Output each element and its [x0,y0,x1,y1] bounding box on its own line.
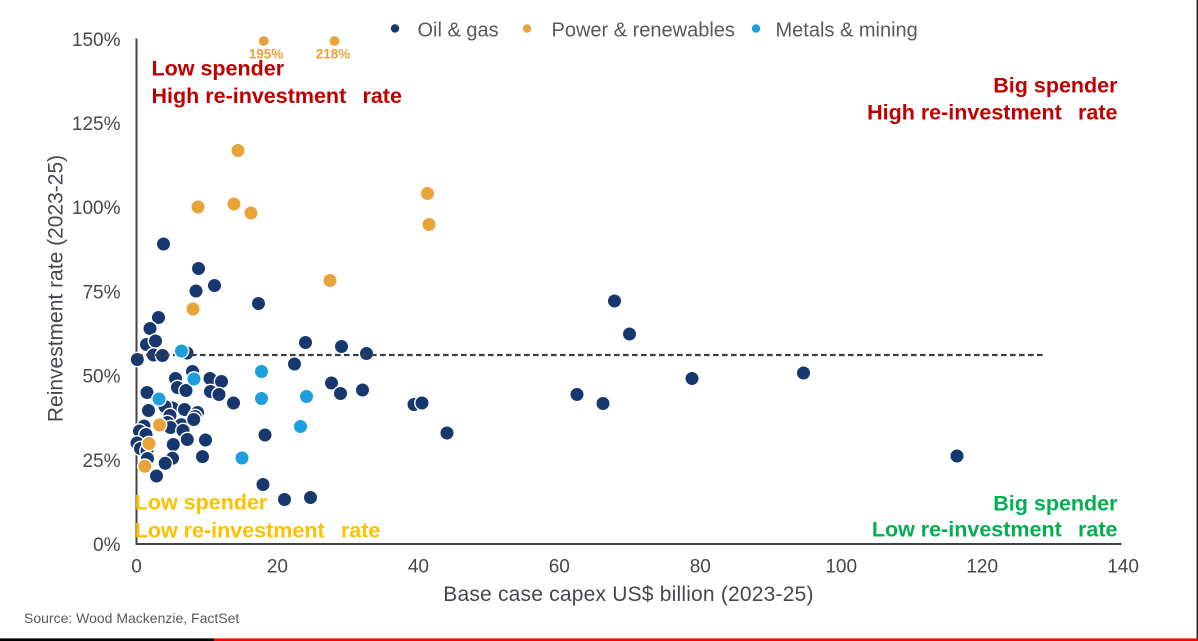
svg-text:60: 60 [549,557,570,578]
svg-text:40: 40 [408,557,429,578]
svg-text:195%: 195% [249,47,284,62]
svg-text:Reinvestment rate (2023-25): Reinvestment rate (2023-25) [45,155,68,422]
svg-text:Low spender: Low spender [135,491,268,515]
svg-text:Oil & gas: Oil & gas [418,20,499,42]
svg-text:0%: 0% [93,535,121,556]
svg-text:150%: 150% [72,30,121,51]
svg-text:High re-investment rate: High re-investment rate [152,84,402,108]
svg-text:100%: 100% [72,198,121,219]
svg-text:Low re-investment rate: Low re-investment rate [872,518,1118,542]
svg-text:20: 20 [267,557,288,578]
svg-text:High re-investment rate: High re-investment rate [867,101,1117,125]
svg-text:218%: 218% [316,47,351,62]
svg-text:Power & renewables: Power & renewables [552,20,735,42]
svg-text:Base case capex US$ billion (2: Base case capex US$ billion (2023-25) [443,583,813,606]
svg-text:0: 0 [131,557,142,578]
svg-text:Big spender: Big spender [993,74,1118,98]
svg-text:75%: 75% [82,282,120,303]
svg-text:100: 100 [825,557,857,578]
svg-text:140: 140 [1107,557,1139,578]
svg-text:Low spender: Low spender [152,57,285,81]
svg-text:25%: 25% [82,451,120,472]
svg-text:Source: Wood Mackenzie, FactSe: Source: Wood Mackenzie, FactSet [24,610,239,626]
svg-text:Metals & mining: Metals & mining [776,20,918,42]
svg-text:120: 120 [966,557,998,578]
svg-text:Low re-investment rate: Low re-investment rate [135,518,381,542]
svg-text:Big spender: Big spender [993,492,1118,516]
svg-text:50%: 50% [82,367,120,388]
svg-text:80: 80 [690,557,711,578]
svg-text:125%: 125% [72,114,121,135]
